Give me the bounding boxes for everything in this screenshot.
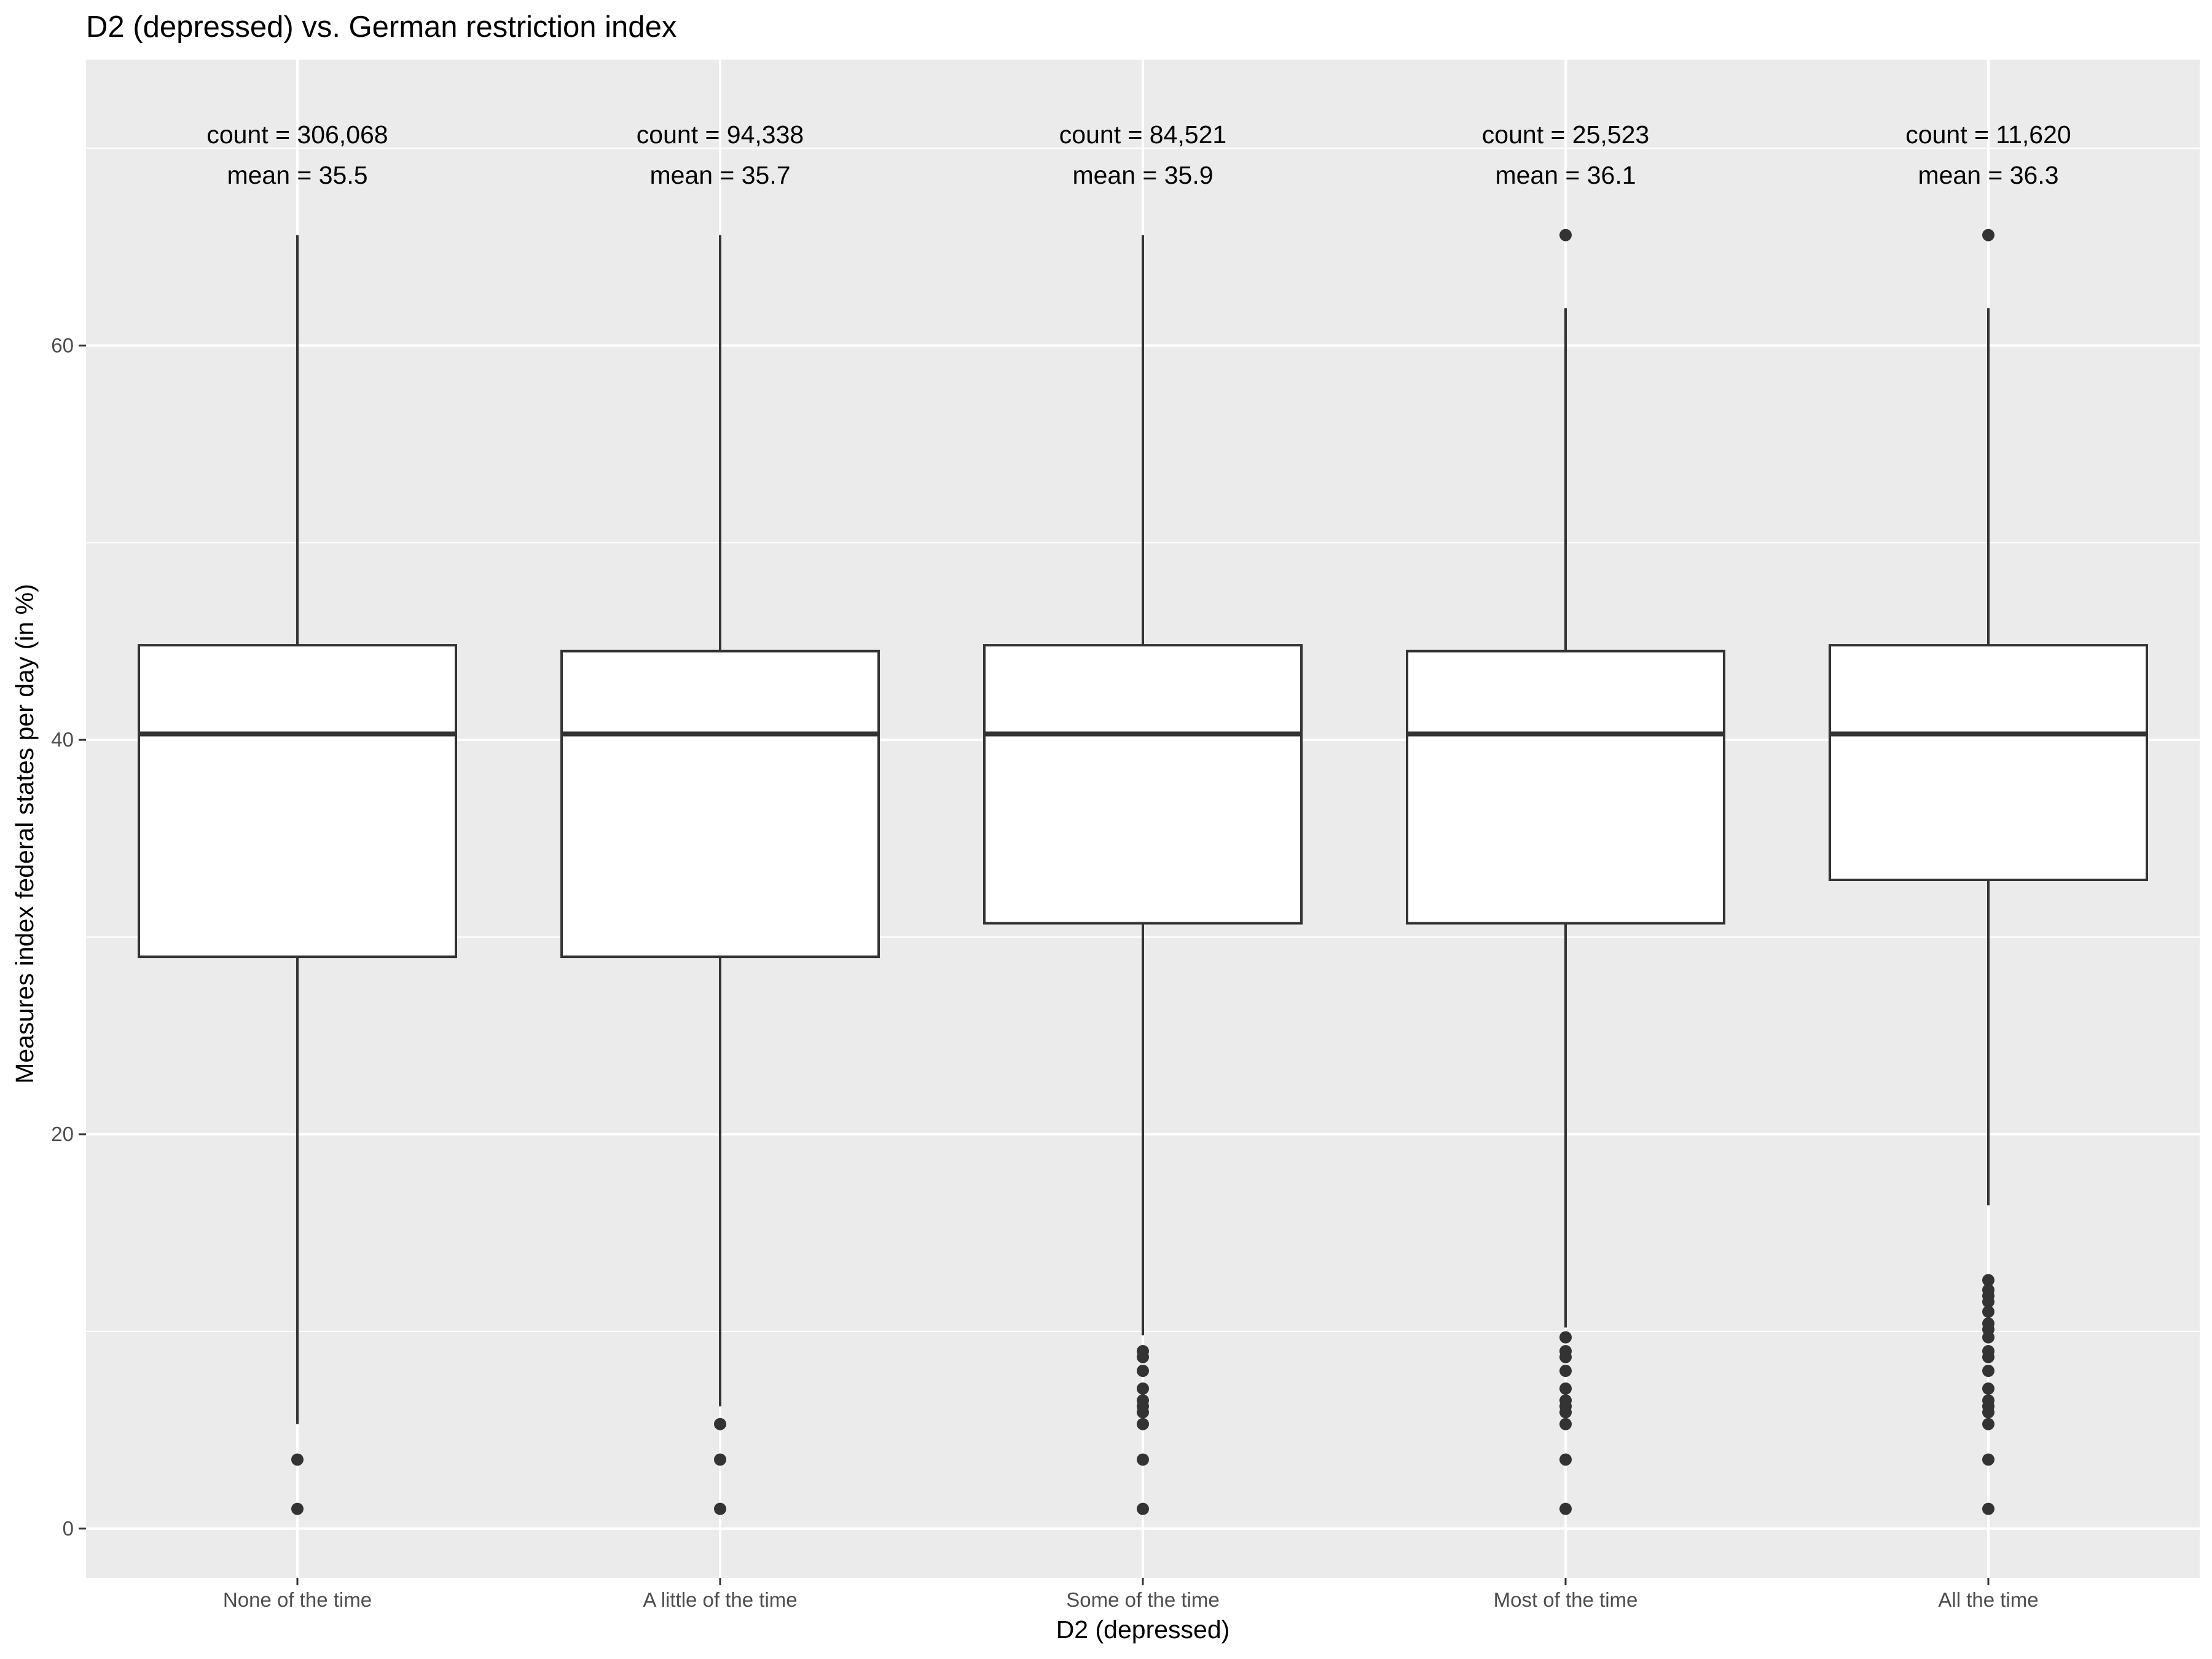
outlier-point bbox=[1982, 1406, 1994, 1419]
outlier-point bbox=[1559, 1418, 1572, 1430]
outlier-point bbox=[1982, 1295, 1994, 1308]
box-iqr bbox=[138, 644, 457, 959]
outlier-point bbox=[1982, 1305, 1994, 1318]
axes: 0 20 40 60 None of the time A little of the t… bbox=[51, 334, 2038, 1611]
outlier-point bbox=[291, 1453, 304, 1466]
x-tick-label: Some of the time bbox=[1066, 1588, 1219, 1611]
x-axis-title: D2 (depressed) bbox=[1056, 1615, 1230, 1644]
outlier-point bbox=[1137, 1365, 1149, 1378]
outlier-point bbox=[1559, 1365, 1572, 1378]
outlier-point bbox=[1982, 1418, 1994, 1430]
box-5 bbox=[1829, 229, 2148, 1515]
boxes bbox=[138, 229, 2148, 1515]
outlier-point bbox=[1137, 1418, 1149, 1430]
outlier-point bbox=[1982, 1382, 1994, 1395]
outlier-point bbox=[1982, 1331, 1994, 1344]
outlier-point bbox=[1982, 1351, 1994, 1363]
box-annotations: count = 306,068 mean = 35.5 count = 94,338… bbox=[206, 120, 2071, 189]
box-iqr bbox=[560, 649, 880, 959]
box-iqr bbox=[1829, 644, 2148, 881]
x-tick-label: Most of the time bbox=[1494, 1588, 1638, 1611]
count-label: count = 11,620 bbox=[1905, 120, 2071, 149]
mean-label: mean = 36.3 bbox=[1918, 161, 2058, 189]
y-tick-label: 0 bbox=[63, 1517, 74, 1540]
outlier-point bbox=[1137, 1406, 1149, 1419]
outlier-point bbox=[1559, 1406, 1572, 1419]
y-tick-label: 60 bbox=[51, 334, 74, 356]
outlier-point bbox=[1559, 1351, 1572, 1363]
y-tick-label: 20 bbox=[51, 1123, 74, 1145]
mean-label: mean = 35.5 bbox=[227, 161, 367, 189]
outlier-point bbox=[1137, 1453, 1149, 1466]
mean-label: mean = 35.9 bbox=[1072, 161, 1213, 189]
x-tick-label: None of the time bbox=[223, 1588, 372, 1611]
y-axis-title: Measures index federal states per day (i… bbox=[10, 584, 39, 1084]
outlier-point bbox=[1982, 1453, 1994, 1466]
count-label: count = 94,338 bbox=[637, 120, 804, 149]
box-1 bbox=[138, 235, 457, 1515]
outlier-point bbox=[1982, 1274, 1994, 1287]
outlier-point bbox=[1559, 1382, 1572, 1395]
box-3 bbox=[983, 235, 1303, 1515]
outlier-point bbox=[1559, 229, 1572, 241]
outlier-point bbox=[1982, 229, 1994, 241]
mean-label: mean = 36.1 bbox=[1495, 161, 1636, 189]
box-4 bbox=[1406, 229, 1725, 1515]
outlier-point bbox=[714, 1418, 726, 1430]
outlier-point bbox=[1137, 1351, 1149, 1363]
outlier-point bbox=[1137, 1502, 1149, 1515]
x-tick-label: A little of the time bbox=[643, 1588, 797, 1611]
outlier-point bbox=[1982, 1365, 1994, 1378]
outlier-point bbox=[291, 1502, 304, 1515]
outlier-point bbox=[1559, 1331, 1572, 1344]
outlier-point bbox=[714, 1502, 726, 1515]
mean-label: mean = 35.7 bbox=[649, 161, 790, 189]
outlier-point bbox=[1559, 1502, 1572, 1515]
count-label: count = 84,521 bbox=[1059, 120, 1226, 149]
box-iqr bbox=[1406, 649, 1725, 925]
count-label: count = 25,523 bbox=[1482, 120, 1649, 149]
box-iqr bbox=[983, 644, 1303, 925]
outlier-point bbox=[1559, 1453, 1572, 1466]
outlier-point bbox=[1982, 1502, 1994, 1515]
outlier-point bbox=[1137, 1382, 1149, 1395]
y-tick-label: 40 bbox=[51, 728, 74, 751]
chart-title: D2 (depressed) vs. German restriction in… bbox=[86, 10, 677, 44]
count-label: count = 306,068 bbox=[206, 120, 388, 149]
x-tick-label: All the time bbox=[1938, 1588, 2038, 1611]
box-2 bbox=[560, 235, 880, 1515]
outlier-point bbox=[714, 1453, 726, 1466]
